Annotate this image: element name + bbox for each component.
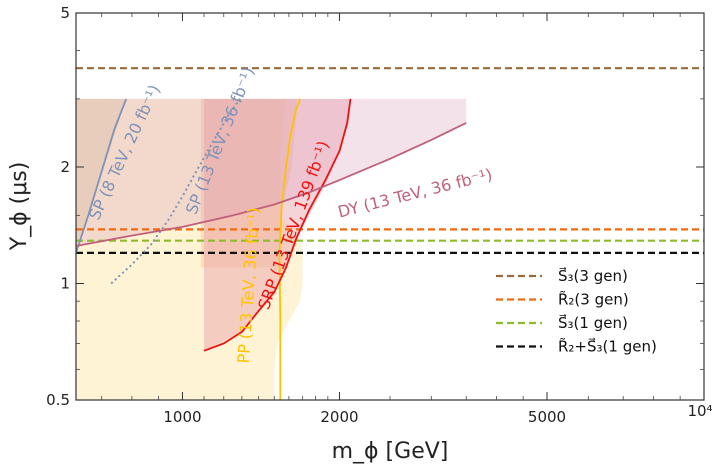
region-srp-13-tev-139-fb — [204, 98, 351, 351]
curve-pp-13-tev-36-fb — [278, 98, 301, 400]
y-tick-label: 0.5 — [46, 391, 70, 409]
x-tick-label: 1000 — [163, 408, 201, 426]
axis-ticks: 1000 2000 5000 10⁴ 0.5 1 2 5 — [46, 4, 712, 426]
y-tick-label: 2 — [60, 158, 70, 176]
legend-label-3: S⃗₃(1 gen) — [558, 313, 628, 332]
x-tick-label: 5000 — [528, 408, 566, 426]
region-pp-13-tev-36-fb — [76, 98, 303, 400]
curve-sp-8-tev-20-fb — [76, 98, 128, 254]
exclusion-regions — [76, 98, 467, 400]
series-lines — [76, 98, 467, 400]
y-axis-label: Y_ϕ (μs) — [7, 162, 32, 252]
curve-dy-13-tev-36-fb — [76, 122, 467, 247]
x-tick-label: 2000 — [320, 408, 358, 426]
x-tick-label: 10⁴ — [687, 402, 712, 420]
y-tick-label: 1 — [60, 275, 70, 293]
legend-label-2: R̃₂(3 gen) — [558, 290, 629, 309]
region-sp-13-tev-36-fb — [200, 98, 298, 268]
legend-label-1: S⃗₃(3 gen) — [558, 266, 628, 285]
legend-label-4: R̃₂+S⃗₃(1 gen) — [558, 337, 657, 356]
y-tick-label: 5 — [60, 4, 70, 22]
region-dy-13-tev-36-fb — [76, 98, 467, 247]
reference-lines — [76, 67, 704, 254]
curve-srp-13-tev-139-fb — [203, 98, 352, 352]
legend: S⃗₃(3 gen) R̃₂(3 gen) S⃗₃(1 gen) R̃₂+S⃗₃(1 … — [496, 266, 657, 356]
x-axis-label: m_ϕ [GeV] — [332, 439, 449, 464]
